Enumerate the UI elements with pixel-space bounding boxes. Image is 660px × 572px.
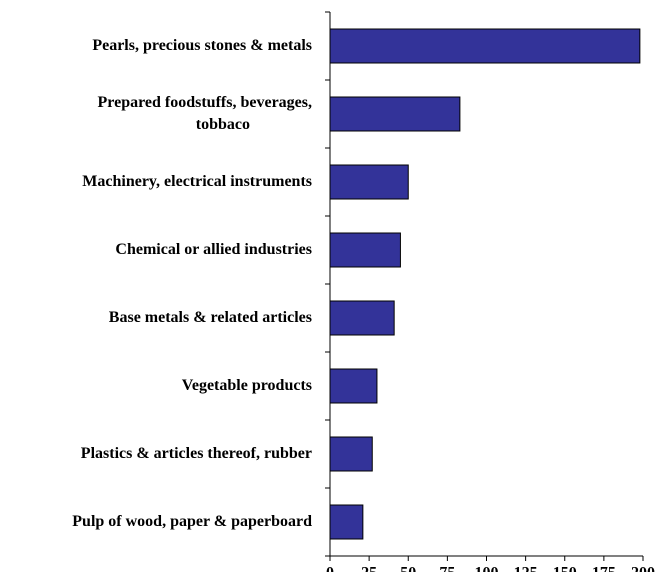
x-tick-label: 200: [631, 565, 655, 572]
x-tick-label: 50: [400, 565, 416, 572]
bar: [329, 436, 373, 472]
y-tick-label: Machinery, electrical instruments: [82, 173, 312, 190]
bar: [329, 28, 641, 64]
y-tick-label: Plastics & articles thereof, rubber: [81, 445, 312, 462]
bar: [329, 504, 364, 540]
x-tick-label: 150: [553, 565, 577, 572]
x-tick-label: 100: [475, 565, 499, 572]
y-tick-label: Prepared foodstuffs, beverages, tobbaco: [98, 94, 313, 133]
bar: [329, 96, 461, 132]
x-tick-label: 75: [439, 565, 455, 572]
bar: [329, 300, 395, 336]
y-tick-label: Pulp of wood, paper & paperboard: [72, 513, 312, 530]
x-tick-label: 25: [361, 565, 377, 572]
y-tick-label: Base metals & related articles: [109, 309, 312, 326]
y-tick-label: Vegetable products: [182, 377, 312, 394]
bar: [329, 368, 378, 404]
x-tick-label: 175: [592, 565, 616, 572]
bar: [329, 232, 401, 268]
bar: [329, 164, 409, 200]
x-tick-label: 125: [514, 565, 538, 572]
x-tick-label: 0: [326, 565, 334, 572]
y-tick-label: Chemical or allied industries: [115, 241, 312, 258]
y-tick-label: Pearls, precious stones & metals: [92, 37, 312, 54]
